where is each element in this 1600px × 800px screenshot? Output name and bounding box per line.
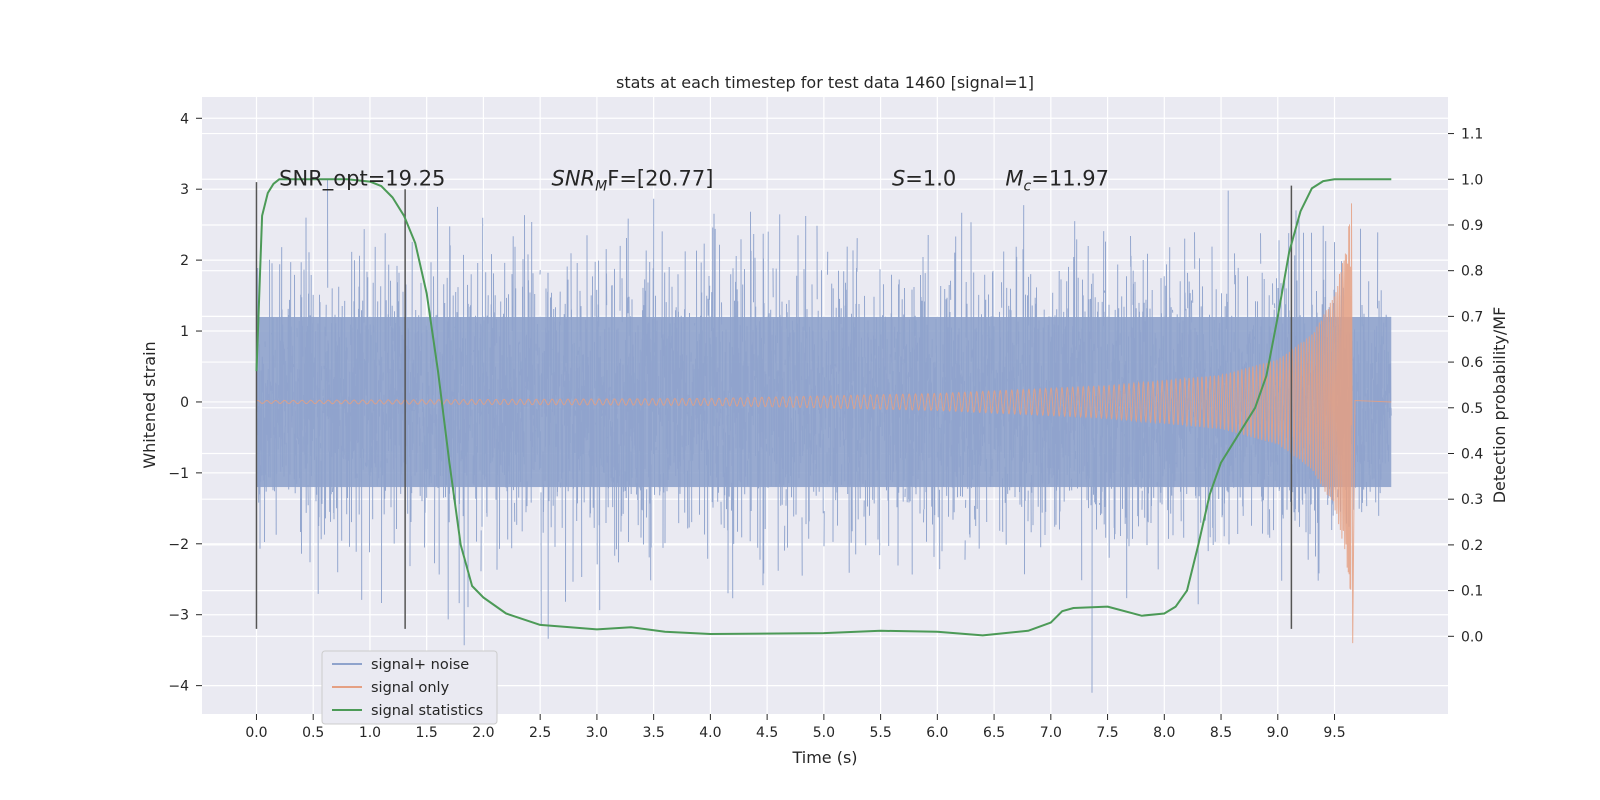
- y-axis-label: Whitened strain: [140, 341, 159, 468]
- y2-tick-label: 0.8: [1461, 264, 1483, 280]
- y-tick-label: −2: [168, 537, 189, 553]
- y-tick-label: 0: [180, 395, 189, 411]
- annotation-chirp-mass: Mc=11.97: [1005, 167, 1109, 195]
- y2-tick-label: 0.1: [1461, 584, 1483, 600]
- series-signal-only: [256, 203, 1392, 644]
- y-tick-label: 3: [180, 182, 189, 198]
- x-tick-label: 3.5: [643, 725, 665, 741]
- x-tick-label: 8.0: [1153, 725, 1175, 741]
- x-tick-label: 7.0: [1040, 725, 1062, 741]
- y2-tick-label: 0.7: [1461, 309, 1483, 325]
- annotations: SNR_opt=19.25 SNRMF=[20.77] S=1.0 Mc=11.97: [279, 167, 1109, 195]
- y-axis-ticks: −4 −3 −2 −1 0 1 2 3 4: [168, 111, 202, 695]
- x-tick-label: 9.5: [1323, 725, 1345, 741]
- legend-label-signal-statistics: signal statistics: [371, 703, 483, 719]
- y2-tick-label: 0.6: [1461, 355, 1483, 371]
- annotation-snr-opt: SNR_opt=19.25: [279, 167, 445, 192]
- x-tick-label: 4.0: [699, 725, 721, 741]
- y2-tick-label: 1.1: [1461, 127, 1483, 143]
- y2-tick-label: 0.4: [1461, 446, 1483, 462]
- x-tick-label: 3.0: [586, 725, 608, 741]
- x-axis-label: Time (s): [791, 748, 857, 767]
- y2-tick-label: 1.0: [1461, 172, 1483, 188]
- x-tick-label: 6.0: [926, 725, 948, 741]
- y-tick-label: 1: [180, 324, 189, 340]
- x-tick-label: 9.0: [1267, 725, 1289, 741]
- x-axis-ticks: 0.0 0.5 1.0 1.5 2.0 2.5 3.0 3.5 4.0 4.5 5.0 5.5 6.0 6…: [245, 714, 1346, 741]
- signal-plus-noise-core: [256, 316, 1392, 488]
- y2-tick-label: 0.0: [1461, 629, 1483, 645]
- y-tick-label: −1: [168, 466, 189, 482]
- y-tick-label: −4: [168, 679, 189, 695]
- series-signal-statistics: [255, 178, 1392, 637]
- signal-statistics-line: [255, 178, 1392, 637]
- x-tick-label: 4.5: [756, 725, 778, 741]
- x-tick-label: 6.5: [983, 725, 1005, 741]
- x-tick-label: 0.0: [245, 725, 267, 741]
- y-tick-label: 2: [180, 253, 189, 269]
- x-tick-label: 5.0: [813, 725, 835, 741]
- annotation-s-value: S=1.0: [892, 167, 956, 191]
- legend-box: [321, 650, 498, 725]
- chart-title: stats at each timestep for test data 146…: [616, 73, 1034, 92]
- y2-tick-label: 0.3: [1461, 492, 1483, 508]
- signal-only-trace: [256, 203, 1392, 644]
- x-tick-label: 2.5: [529, 725, 551, 741]
- x-tick-label: 1.5: [416, 725, 438, 741]
- x-tick-label: 5.5: [869, 725, 891, 741]
- legend: signal+ noise signal only signal statist…: [321, 650, 498, 725]
- annotation-snr-mf: SNRMF=[20.77]: [552, 167, 714, 195]
- x-tick-label: 2.0: [472, 725, 494, 741]
- vertical-markers: [255, 182, 1293, 629]
- y-tick-label: 4: [180, 111, 189, 127]
- legend-label-signal-only: signal only: [371, 680, 450, 696]
- y2-axis-ticks: 0.0 0.1 0.2 0.3 0.4 0.5 0.6 0.7 0.8 0.9 1.0 1.1: [1448, 127, 1483, 645]
- y2-tick-label: 0.9: [1461, 218, 1483, 234]
- y-tick-label: −3: [168, 608, 189, 624]
- legend-label-signal-plus-noise: signal+ noise: [371, 657, 469, 673]
- x-tick-label: 1.0: [359, 725, 381, 741]
- x-tick-label: 7.5: [1096, 725, 1118, 741]
- y2-tick-label: 0.5: [1461, 401, 1483, 417]
- y2-axis-label: Detection probability/MF: [1490, 307, 1509, 504]
- x-tick-label: 8.5: [1210, 725, 1232, 741]
- y2-tick-label: 0.2: [1461, 538, 1483, 554]
- series-signal-plus-noise: [256, 179, 1392, 693]
- x-tick-label: 0.5: [302, 725, 324, 741]
